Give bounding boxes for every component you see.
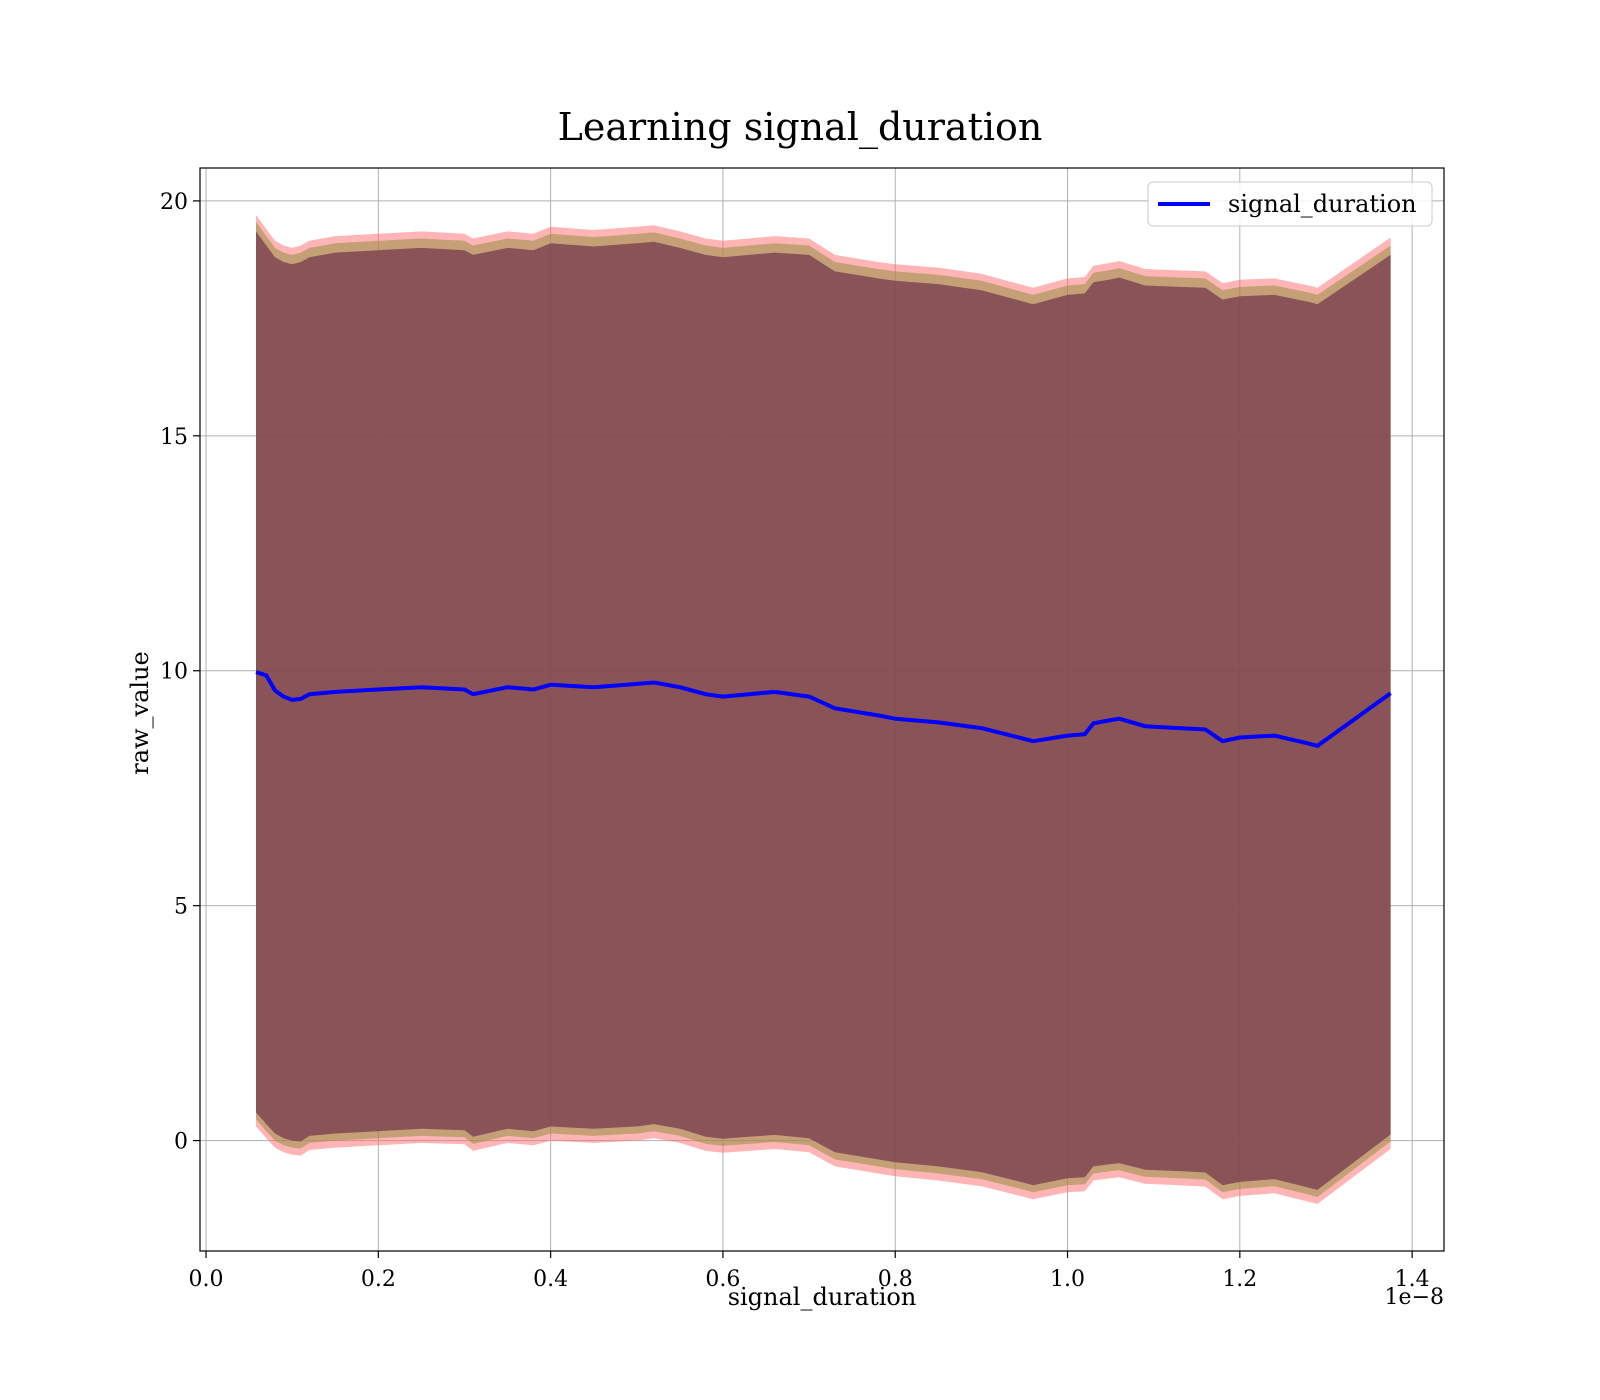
series-line bbox=[255, 670, 1392, 748]
x-tick-label: 0.6 bbox=[705, 1267, 740, 1292]
x-tick-label: 1.2 bbox=[1222, 1267, 1257, 1292]
x-tick-label: 0.8 bbox=[878, 1267, 913, 1292]
y-tick-label: 5 bbox=[174, 895, 188, 920]
x-tick-label: 0.4 bbox=[533, 1267, 568, 1292]
y-tick-label: 20 bbox=[160, 190, 188, 215]
legend-box bbox=[1147, 181, 1433, 227]
x-axis-ticks: 0.0 0.2 0.4 0.6 0.8 1.0 1.2 1.4 bbox=[189, 1251, 1430, 1292]
x-tick-label: 0.0 bbox=[189, 1267, 224, 1292]
x-tick-label: 1.0 bbox=[1050, 1267, 1085, 1292]
legend: signal_duration bbox=[1147, 181, 1433, 227]
confidence-band bbox=[256, 231, 1391, 1190]
y-tick-label: 0 bbox=[174, 1130, 188, 1155]
x-axis-label: signal_duration bbox=[728, 1283, 917, 1311]
y-axis-ticks: 0 5 10 15 20 bbox=[160, 190, 200, 1155]
y-tick-label: 15 bbox=[160, 425, 188, 450]
chart-title: Learning signal_duration bbox=[558, 105, 1043, 150]
y-tick-label: 10 bbox=[160, 660, 188, 685]
legend-label: signal_duration bbox=[1228, 190, 1417, 218]
confidence-bands bbox=[256, 215, 1391, 1204]
x-tick-label: 0.2 bbox=[361, 1267, 396, 1292]
x-offset-label: 1e−8 bbox=[1385, 1285, 1444, 1310]
series-lines bbox=[255, 670, 1392, 748]
plot-frame bbox=[199, 167, 1445, 1252]
y-axis-label: raw_value bbox=[126, 651, 154, 775]
x-tick-label: 1.4 bbox=[1395, 1267, 1430, 1292]
